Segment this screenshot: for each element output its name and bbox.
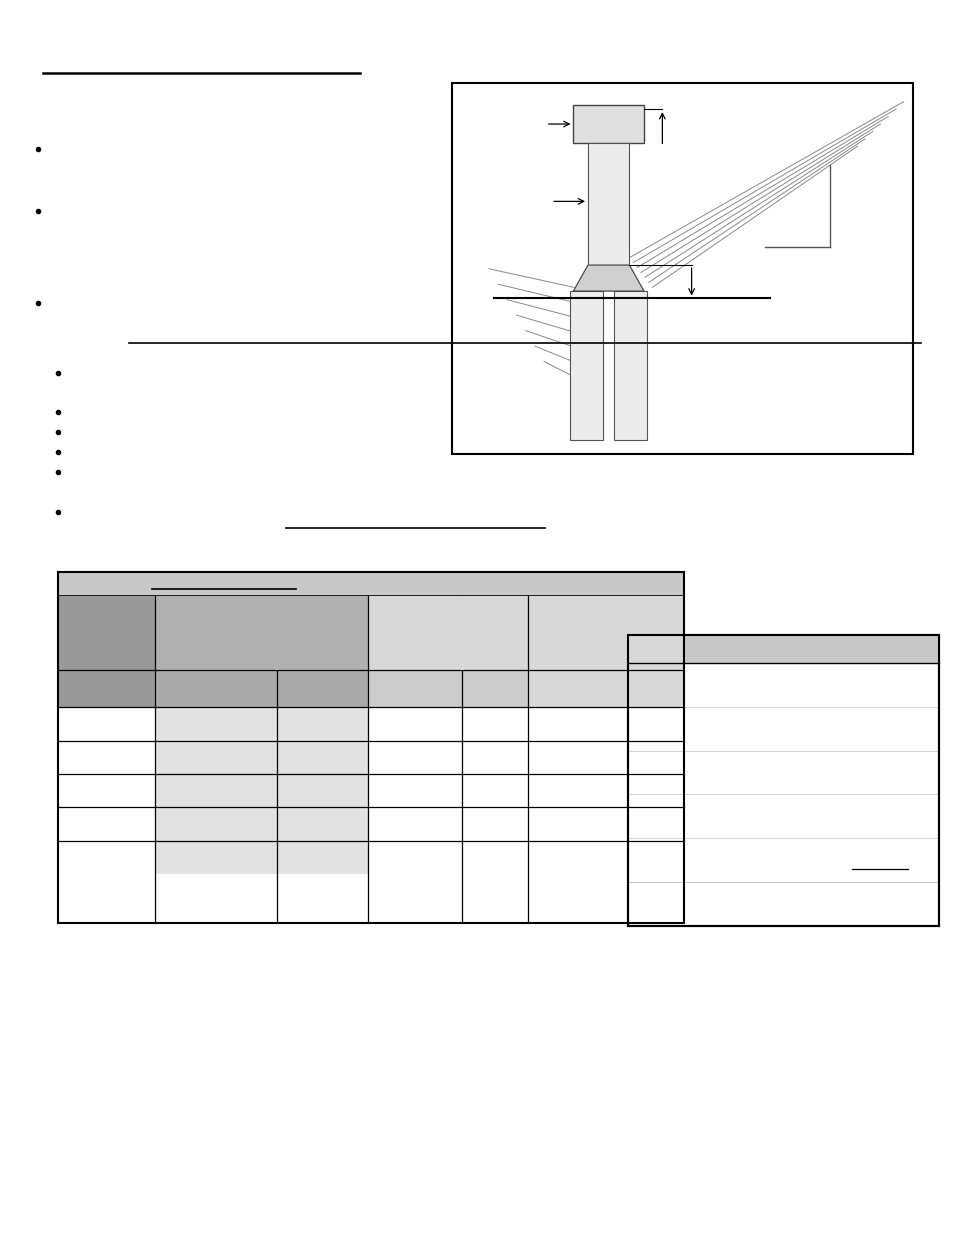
- Bar: [368, 597, 527, 669]
- Bar: [277, 774, 368, 808]
- Bar: [277, 708, 368, 741]
- Bar: [58, 572, 683, 597]
- Bar: [459, 597, 463, 669]
- Bar: [155, 669, 277, 708]
- Bar: [155, 741, 277, 774]
- Bar: [527, 597, 683, 669]
- Bar: [58, 669, 155, 708]
- Bar: [155, 774, 277, 808]
- Bar: [587, 142, 629, 266]
- Bar: [155, 597, 368, 669]
- Bar: [627, 635, 938, 926]
- Bar: [277, 741, 368, 774]
- Bar: [155, 841, 277, 874]
- Bar: [573, 105, 643, 142]
- Bar: [275, 597, 279, 669]
- Bar: [452, 83, 912, 454]
- Polygon shape: [573, 266, 643, 291]
- Bar: [277, 808, 368, 841]
- Bar: [627, 635, 938, 663]
- Bar: [614, 291, 646, 440]
- Bar: [368, 669, 461, 708]
- Bar: [277, 841, 368, 874]
- Bar: [570, 291, 602, 440]
- Bar: [155, 708, 277, 741]
- Bar: [527, 669, 683, 708]
- Bar: [461, 669, 527, 708]
- Bar: [155, 808, 277, 841]
- Bar: [58, 597, 155, 669]
- Bar: [277, 669, 368, 708]
